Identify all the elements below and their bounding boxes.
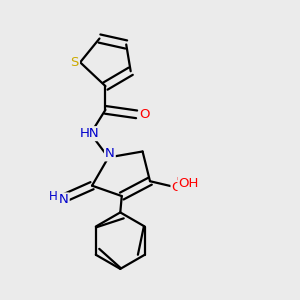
Text: N: N: [105, 147, 115, 161]
Text: O: O: [172, 181, 182, 194]
Text: H: H: [176, 176, 185, 189]
Text: OH: OH: [178, 177, 199, 190]
Text: O: O: [140, 108, 150, 121]
Text: S: S: [70, 56, 79, 69]
Text: HN: HN: [79, 127, 99, 140]
Text: N: N: [59, 194, 69, 206]
Text: H: H: [48, 190, 57, 202]
